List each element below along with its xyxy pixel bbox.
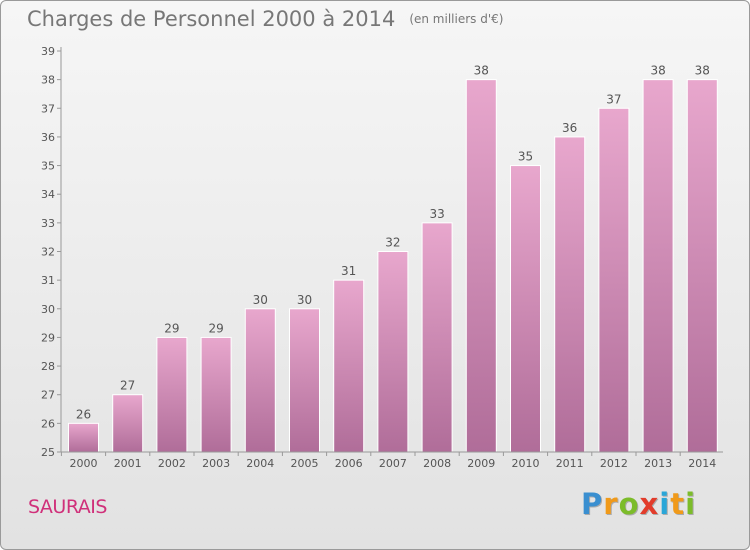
bar-2009 bbox=[465, 79, 497, 453]
data-label-2008: 33 bbox=[429, 207, 444, 221]
data-label-2010: 35 bbox=[518, 150, 533, 164]
y-tick-label-33: 33 bbox=[41, 217, 55, 230]
data-label-2007: 32 bbox=[385, 236, 400, 250]
x-tick-label-2001: 2001 bbox=[114, 457, 142, 470]
data-label-2000: 26 bbox=[76, 407, 91, 421]
x-tick-label-2004: 2004 bbox=[246, 457, 274, 470]
logo-letter: t bbox=[670, 487, 686, 521]
logo-letter: i bbox=[685, 487, 697, 521]
y-tick-label-37: 37 bbox=[41, 102, 55, 115]
data-label-2005: 30 bbox=[297, 293, 312, 307]
data-label-2003: 29 bbox=[208, 321, 223, 335]
y-tick-label-32: 32 bbox=[41, 246, 55, 259]
y-tick-label-34: 34 bbox=[41, 188, 55, 201]
data-label-2004: 30 bbox=[253, 293, 268, 307]
x-tick-label-2010: 2010 bbox=[512, 457, 540, 470]
y-tick-label-36: 36 bbox=[41, 131, 55, 144]
x-tick-label-2006: 2006 bbox=[335, 457, 363, 470]
bar-2004 bbox=[244, 308, 276, 453]
bar-2003 bbox=[200, 336, 232, 453]
y-tick-label-30: 30 bbox=[41, 303, 55, 316]
x-tick-label-2003: 2003 bbox=[202, 457, 230, 470]
y-tick-label-31: 31 bbox=[41, 274, 55, 287]
data-label-2013: 38 bbox=[650, 64, 665, 78]
logo-letter: i bbox=[659, 487, 671, 521]
logo-letter: P bbox=[581, 487, 604, 521]
data-label-2012: 37 bbox=[606, 92, 621, 106]
bar-2010 bbox=[510, 165, 541, 453]
bar-2013 bbox=[642, 79, 674, 453]
x-tick-label-2014: 2014 bbox=[688, 457, 716, 470]
y-tick-label-26: 26 bbox=[41, 417, 55, 430]
y-tick-label-29: 29 bbox=[41, 331, 55, 344]
x-tick-label-2011: 2011 bbox=[556, 457, 584, 470]
bar-2000 bbox=[68, 422, 99, 453]
y-tick-label-27: 27 bbox=[41, 389, 55, 402]
data-label-2009: 38 bbox=[474, 64, 489, 78]
bar-2012 bbox=[598, 107, 630, 453]
x-tick-label-2002: 2002 bbox=[158, 457, 186, 470]
title-unit: (en milliers d'€) bbox=[409, 12, 504, 26]
x-tick-label-2012: 2012 bbox=[600, 457, 628, 470]
bar-2005 bbox=[289, 308, 320, 453]
bar-2002 bbox=[156, 336, 188, 453]
data-label-2001: 27 bbox=[120, 379, 135, 393]
y-tick-label-35: 35 bbox=[41, 160, 55, 173]
data-label-2002: 29 bbox=[164, 321, 179, 335]
axes-group: 2000 2001 2002 2003 2004 2005 2006 2007 2008 2009… bbox=[41, 45, 723, 470]
bar-2001 bbox=[112, 394, 144, 453]
x-tick-label-2013: 2013 bbox=[644, 457, 672, 470]
logo-letter: r bbox=[603, 487, 619, 521]
data-label-2014: 38 bbox=[695, 64, 710, 78]
bar-2006 bbox=[333, 279, 365, 453]
y-tick-label-25: 25 bbox=[41, 446, 55, 459]
x-tick-label-2000: 2000 bbox=[70, 457, 98, 470]
y-tick-label-39: 39 bbox=[41, 45, 55, 58]
x-tick-label-2007: 2007 bbox=[379, 457, 407, 470]
commune-name: SAURAIS bbox=[28, 496, 107, 518]
logo-letter: x bbox=[639, 487, 660, 521]
bar-2011 bbox=[554, 136, 586, 453]
bar-2008 bbox=[421, 222, 453, 453]
data-label-2006: 31 bbox=[341, 264, 356, 278]
x-tick-label-2009: 2009 bbox=[467, 457, 495, 470]
x-tick-label-2005: 2005 bbox=[291, 457, 319, 470]
title-text: Charges de Personnel 2000 à 2014 bbox=[27, 7, 396, 31]
data-label-2011: 36 bbox=[562, 121, 577, 135]
bar-2014 bbox=[686, 79, 718, 453]
x-tick-label-2008: 2008 bbox=[423, 457, 451, 470]
logo-letter: o bbox=[618, 487, 640, 521]
bars-group: 26 27 29 29 30 30 31 32 33 38 35 36 37 38 38 bbox=[68, 64, 718, 453]
y-tick-label-28: 28 bbox=[41, 360, 55, 373]
chart-title: Charges de Personnel 2000 à 2014 (en mill… bbox=[27, 7, 503, 31]
proxiti-logo: Proxiti bbox=[581, 487, 696, 521]
y-tick-label-38: 38 bbox=[41, 74, 55, 87]
bar-2007 bbox=[377, 251, 409, 453]
